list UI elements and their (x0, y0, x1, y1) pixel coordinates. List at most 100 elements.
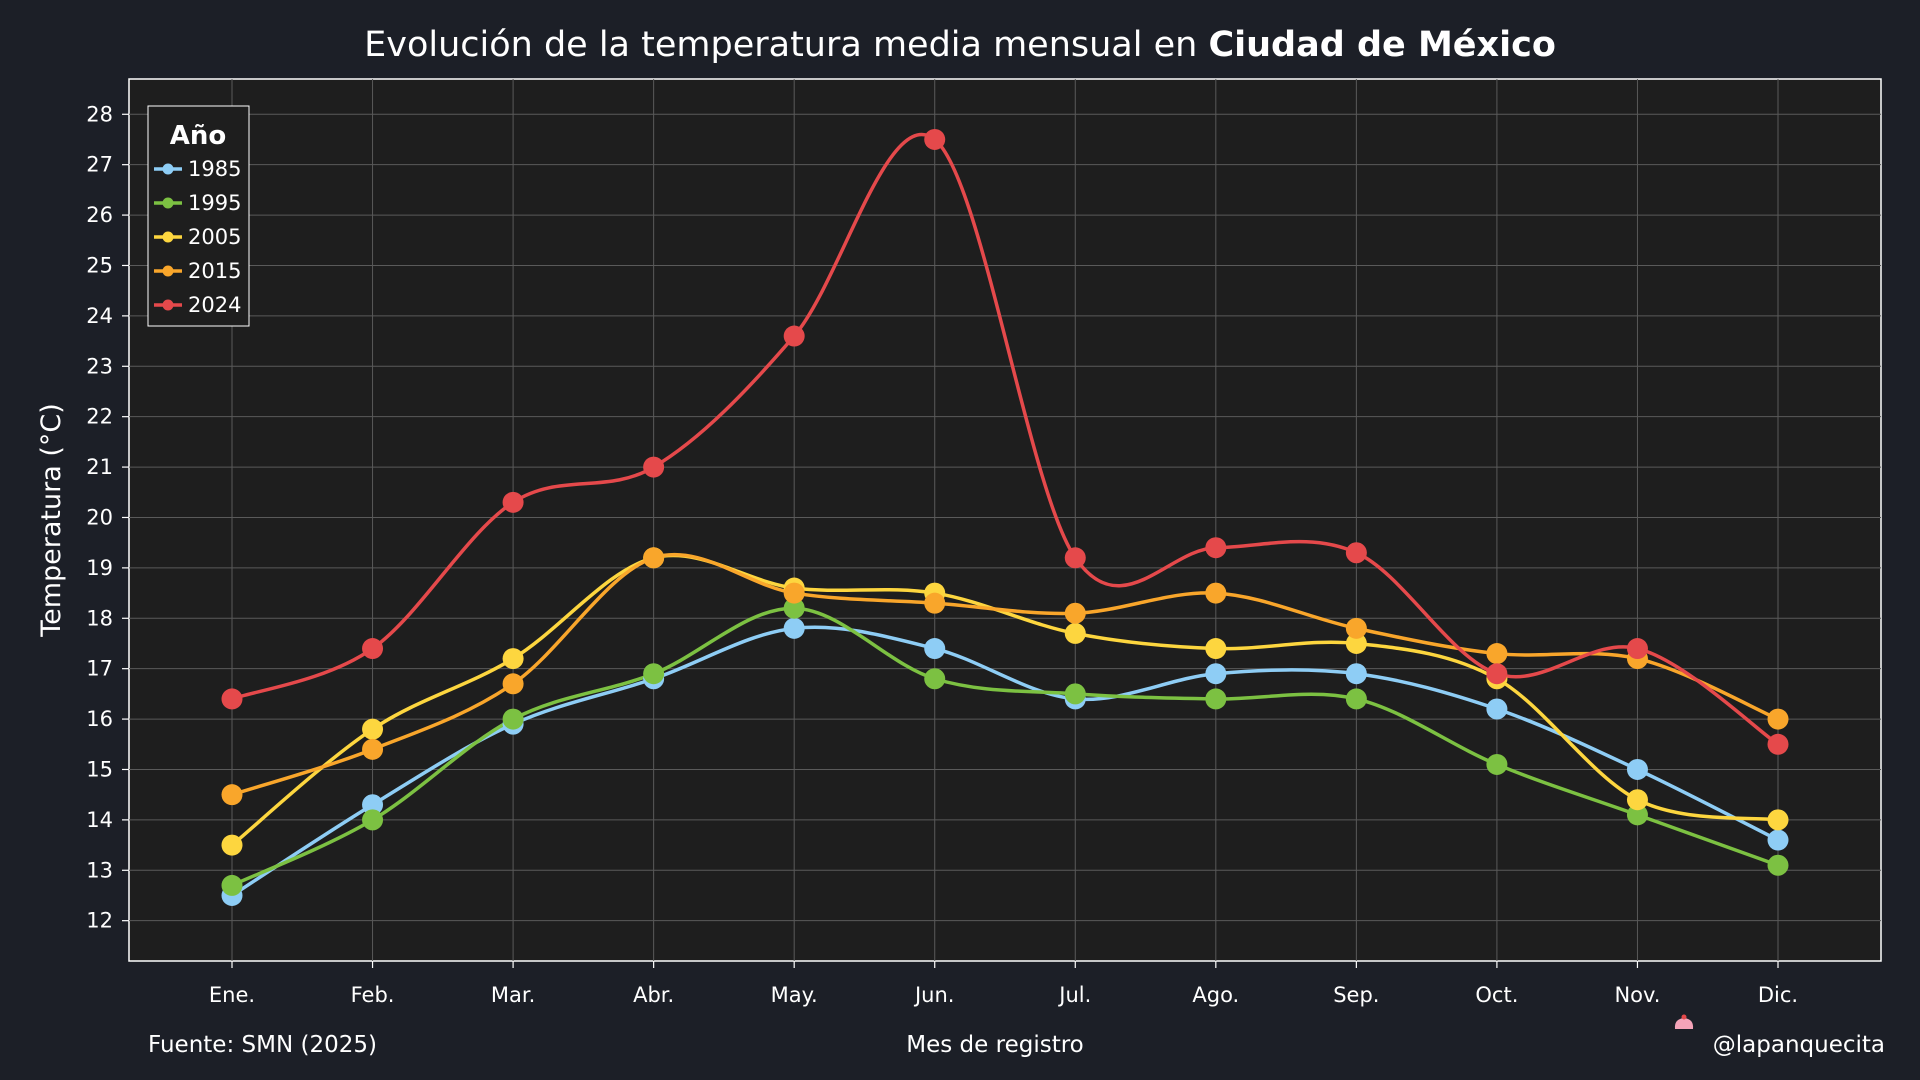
data-point-2005 (1345, 632, 1367, 654)
data-point-1995 (924, 668, 946, 690)
data-point-2024 (221, 688, 243, 710)
data-point-2024 (362, 638, 384, 660)
x-tick-label: Dic. (1758, 983, 1798, 1007)
data-point-1995 (502, 708, 524, 730)
data-point-1995 (221, 874, 243, 896)
y-tick-labels: 12 13 14 15 16 17 18 19 20 21 22 23 24 25 26 27 28 (86, 102, 129, 933)
legend-entry-label: 1995 (188, 191, 241, 215)
data-point-2024 (643, 456, 665, 478)
data-point-2005 (1626, 789, 1648, 811)
y-tick-label: 28 (86, 102, 113, 126)
data-point-2005 (362, 718, 384, 740)
data-point-2024 (1345, 542, 1367, 564)
data-point-2024 (1767, 733, 1789, 755)
data-point-2024 (1486, 663, 1508, 685)
data-point-2005 (1064, 622, 1086, 644)
data-point-2024 (502, 491, 524, 513)
data-point-2024 (1626, 638, 1648, 660)
data-point-1985 (783, 617, 805, 639)
data-point-2005 (221, 834, 243, 856)
data-point-1985 (362, 794, 384, 816)
data-point-1995 (1345, 688, 1367, 710)
legend-swatch-marker (162, 163, 174, 175)
y-axis-label: Temperatura (°C) (36, 403, 67, 638)
legend-entry-label: 2024 (188, 293, 241, 317)
legend-entry-label: 2005 (188, 225, 241, 249)
legend-swatch-marker (162, 299, 174, 311)
series-line-1985 (230, 625, 1780, 898)
legend-box (147, 105, 250, 327)
data-point-2024 (783, 325, 805, 347)
data-point-2005 (1205, 638, 1227, 660)
y-tick-label: 23 (86, 354, 113, 378)
data-point-1995 (1767, 854, 1789, 876)
legend-swatch-marker (162, 265, 174, 277)
x-tick-label: Ago. (1192, 983, 1239, 1007)
data-point-1995 (1486, 753, 1508, 775)
data-point-2015 (1345, 617, 1367, 639)
data-point-2015 (924, 592, 946, 614)
x-tick-labels: Ene. Feb. Mar. Abr. May. Jun. Jul. Ago. Sep. Oct.… (209, 961, 1798, 1007)
x-tick-label: Jul. (1057, 983, 1091, 1007)
plot-area (128, 78, 1882, 962)
data-point-2015 (1767, 708, 1789, 730)
chart-title-bold: Ciudad de México (1208, 25, 1555, 65)
data-point-1985 (1486, 698, 1508, 720)
x-tick-label: Abr. (633, 983, 674, 1007)
data-point-2005 (1767, 809, 1789, 831)
legend-items: 1985 1995 2005 2015 2024 (154, 157, 241, 317)
data-point-1995 (1205, 688, 1227, 710)
credit-handle: @lapanquecita (1713, 1032, 1885, 1058)
y-tick-label: 26 (86, 203, 113, 227)
data-point-2024 (924, 128, 946, 150)
x-tick-label: Feb. (351, 983, 395, 1007)
x-tick-label: Ene. (209, 983, 255, 1007)
x-tick-label: Oct. (1475, 983, 1518, 1007)
y-tick-label: 15 (86, 757, 113, 781)
y-tick-label: 17 (86, 657, 113, 681)
y-tick-label: 24 (86, 304, 113, 328)
x-tick-label: Jun. (913, 983, 955, 1007)
series-markers (221, 128, 1789, 906)
data-point-1985 (1205, 663, 1227, 685)
y-tick-label: 18 (86, 606, 113, 630)
legend-entry-label: 2015 (188, 259, 241, 283)
data-point-2015 (783, 582, 805, 604)
legend: Año 1985 1995 2005 2015 2024 (147, 105, 250, 327)
x-tick-label: Nov. (1614, 983, 1660, 1007)
data-point-1985 (1626, 758, 1648, 780)
chart-title-main: Evolución de la temperatura media mensua… (364, 25, 1208, 65)
data-point-1995 (643, 663, 665, 685)
legend-swatch-marker (162, 197, 174, 209)
y-tick-label: 12 (86, 909, 113, 933)
legend-entry-label: 1985 (188, 157, 241, 181)
chart-title: Evolución de la temperatura media mensua… (364, 25, 1556, 65)
y-tick-label: 25 (86, 253, 113, 277)
data-point-2015 (502, 673, 524, 695)
data-point-2015 (1064, 602, 1086, 624)
series-line-1995 (230, 606, 1780, 888)
data-point-1985 (1767, 829, 1789, 851)
x-tick-label: Sep. (1333, 983, 1379, 1007)
data-point-2024 (1064, 547, 1086, 569)
source-note: Fuente: SMN (2025) (148, 1032, 377, 1058)
data-point-1995 (362, 809, 384, 831)
y-tick-label: 27 (86, 153, 113, 177)
data-point-2005 (502, 648, 524, 670)
data-point-2015 (221, 784, 243, 806)
y-tick-label: 22 (86, 405, 113, 429)
legend-swatch-marker (162, 231, 174, 243)
data-point-1985 (924, 638, 946, 660)
data-point-2024 (1205, 537, 1227, 559)
data-point-2015 (1205, 582, 1227, 604)
data-point-1995 (1064, 683, 1086, 705)
data-point-1995 (783, 597, 805, 619)
data-point-2015 (643, 547, 665, 569)
data-point-2015 (1486, 643, 1508, 665)
y-tick-label: 20 (86, 505, 113, 529)
y-tick-label: 21 (86, 455, 113, 479)
y-tick-label: 13 (86, 858, 113, 882)
x-tick-label: Mar. (491, 983, 535, 1007)
data-point-1995 (1626, 804, 1648, 826)
